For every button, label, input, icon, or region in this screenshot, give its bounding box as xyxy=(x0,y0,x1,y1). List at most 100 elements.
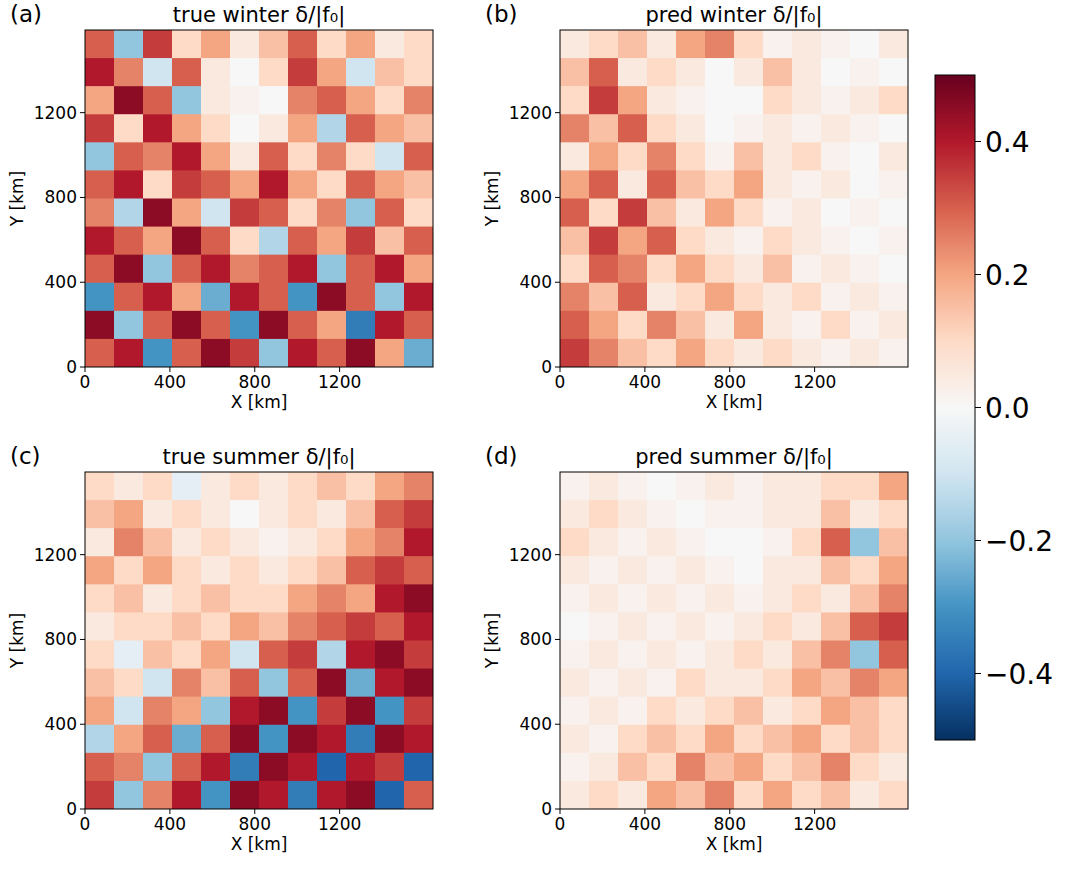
panel-letter: (d) xyxy=(485,443,518,469)
x-tick-label: 1200 xyxy=(318,814,361,834)
cell xyxy=(763,528,793,557)
y-tick-label: 800 xyxy=(45,629,77,649)
cell xyxy=(560,58,590,87)
cell xyxy=(618,753,648,782)
cell xyxy=(734,58,764,87)
cells xyxy=(560,472,908,809)
cell xyxy=(734,114,764,143)
cell xyxy=(618,584,648,613)
cell xyxy=(734,339,764,367)
cell xyxy=(201,528,231,557)
cell xyxy=(792,697,822,726)
colorbar-tick xyxy=(975,407,981,408)
cell xyxy=(589,58,619,87)
cell xyxy=(172,500,202,529)
panel-title: pred summer δ/|f₀| xyxy=(635,445,833,470)
cell xyxy=(317,142,347,171)
cell xyxy=(560,339,590,367)
cell xyxy=(404,227,433,256)
cell xyxy=(647,255,677,284)
cell xyxy=(792,142,822,171)
cell xyxy=(201,339,231,367)
cell xyxy=(589,114,619,143)
panel-letter: (a) xyxy=(10,1,42,27)
cell xyxy=(201,283,231,312)
cell xyxy=(850,255,880,284)
cell xyxy=(317,86,347,115)
cell xyxy=(85,227,115,256)
cell xyxy=(404,283,433,312)
y-axis-title: Y [km] xyxy=(7,171,27,227)
y-tick-label: 1200 xyxy=(509,545,552,565)
cell xyxy=(259,114,289,143)
cell xyxy=(85,556,115,585)
cell xyxy=(114,311,144,340)
cell xyxy=(879,339,908,367)
cell xyxy=(821,339,851,367)
cell xyxy=(850,641,880,670)
x-tick-label: 0 xyxy=(555,814,566,834)
cell xyxy=(288,339,318,367)
cell xyxy=(288,30,318,59)
cell xyxy=(114,781,144,809)
cell xyxy=(172,472,202,501)
cell xyxy=(734,500,764,529)
cell xyxy=(346,725,376,754)
x-tick-label: 800 xyxy=(714,372,746,392)
cell xyxy=(676,472,706,501)
cell xyxy=(259,311,289,340)
cell xyxy=(114,641,144,670)
cell xyxy=(676,612,706,641)
colorbar-tick-label: 0.0 xyxy=(985,392,1030,425)
cell xyxy=(230,528,260,557)
cell xyxy=(404,170,433,199)
cell xyxy=(560,753,590,782)
colorbar: −0.4−0.20.00.20.4 xyxy=(935,75,1053,740)
cell xyxy=(879,170,908,199)
cell xyxy=(734,283,764,312)
cell xyxy=(589,725,619,754)
cell xyxy=(288,142,318,171)
cell xyxy=(375,697,405,726)
cell xyxy=(589,170,619,199)
cell xyxy=(143,641,173,670)
cell xyxy=(734,753,764,782)
cell xyxy=(288,255,318,284)
cell xyxy=(734,669,764,698)
cell xyxy=(589,697,619,726)
cell xyxy=(850,86,880,115)
cell xyxy=(763,30,793,59)
cell xyxy=(792,612,822,641)
cell xyxy=(734,227,764,256)
cell xyxy=(143,255,173,284)
cell xyxy=(143,142,173,171)
cell xyxy=(230,781,260,809)
cell xyxy=(288,725,318,754)
y-axis-title: Y [km] xyxy=(482,171,502,227)
colorbar-tick-label: −0.2 xyxy=(985,525,1053,558)
cell xyxy=(879,753,908,782)
cell xyxy=(143,669,173,698)
cell xyxy=(85,255,115,284)
cell xyxy=(560,781,590,809)
cells xyxy=(85,472,433,809)
cell xyxy=(85,669,115,698)
cell xyxy=(317,528,347,557)
cell xyxy=(821,114,851,143)
cell xyxy=(259,86,289,115)
y-tick-label: 400 xyxy=(45,714,77,734)
cell xyxy=(317,612,347,641)
cell xyxy=(85,170,115,199)
cell xyxy=(143,30,173,59)
cell xyxy=(288,669,318,698)
cell xyxy=(259,472,289,501)
cell xyxy=(143,612,173,641)
cell xyxy=(201,311,231,340)
cell xyxy=(114,612,144,641)
cell xyxy=(85,781,115,809)
y-tick-label: 400 xyxy=(45,272,77,292)
y-tick xyxy=(555,112,560,113)
cell xyxy=(763,781,793,809)
cell xyxy=(172,255,202,284)
y-tick xyxy=(80,367,85,368)
